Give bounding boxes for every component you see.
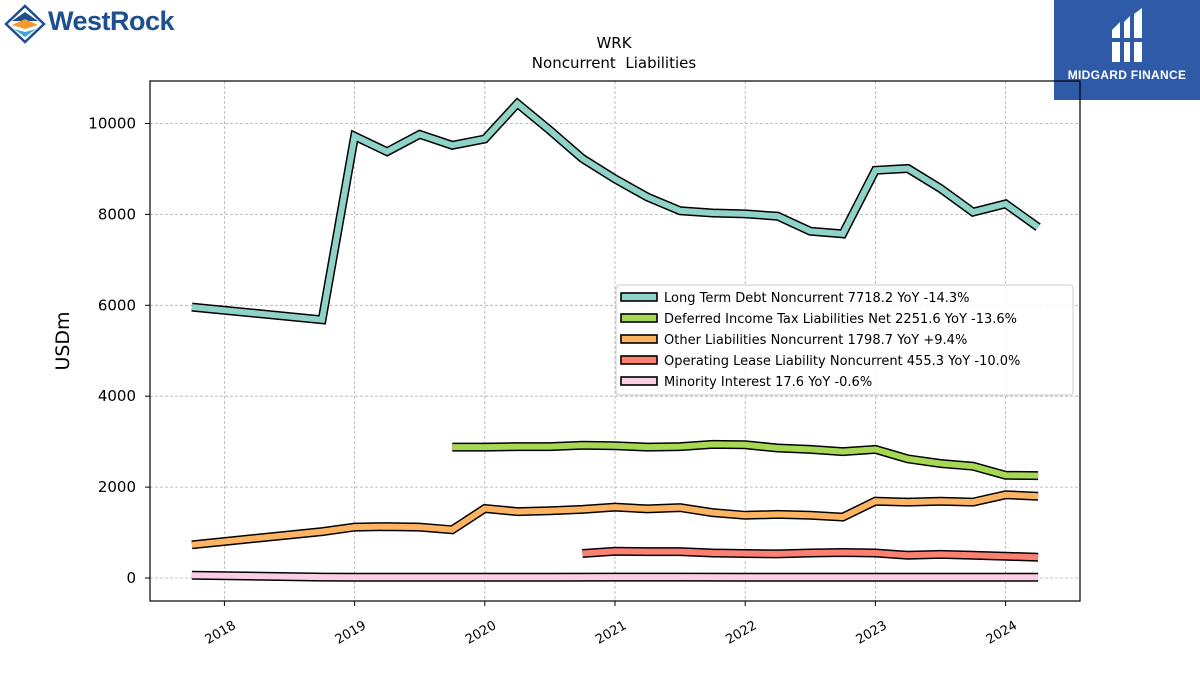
- legend-entry: Deferred Income Tax Liabilities Net 2251…: [664, 312, 1017, 327]
- chart-subtitle: Noncurrent Liabilities: [532, 54, 697, 72]
- series-line-4: [191, 572, 1039, 581]
- westrock-emblem-icon: [4, 4, 46, 44]
- legend-entry: Long Term Debt Noncurrent 7718.2 YoY -14…: [664, 291, 970, 306]
- legend: Long Term Debt Noncurrent 7718.2 YoY -14…: [615, 284, 1074, 396]
- legend-swatch: [620, 313, 658, 323]
- y-tick-label: 8000: [98, 205, 136, 223]
- legend-swatch: [620, 355, 658, 365]
- x-tick-label: 2019: [333, 618, 369, 648]
- series-lines: [191, 97, 1041, 582]
- y-tick-label: 2000: [98, 478, 136, 496]
- midgard-emblem-icon: [1110, 8, 1144, 62]
- midgard-wordmark: MIDGARD FINANCE: [1067, 68, 1187, 82]
- x-tick-label: 2022: [723, 618, 759, 648]
- x-tick-label: 2024: [984, 618, 1020, 648]
- x-tick-label: 2020: [463, 618, 499, 648]
- midgard-finance-logo: MIDGARD FINANCE: [1054, 0, 1200, 100]
- y-tick-label: 0: [126, 569, 136, 587]
- series-line-1: [452, 441, 1039, 479]
- y-axis-label: USDm: [52, 311, 74, 370]
- x-tick-label: 2018: [203, 618, 239, 648]
- series-line-2: [191, 491, 1039, 548]
- y-tick-label: 10000: [88, 115, 136, 133]
- legend-entry: Minority Interest 17.6 YoY -0.6%: [664, 375, 872, 390]
- legend-swatch: [620, 376, 658, 386]
- x-tick-label: 2023: [854, 618, 890, 648]
- chart-title: WRK: [596, 34, 632, 52]
- legend-swatch: [620, 292, 658, 302]
- x-tick-label: 2021: [593, 618, 629, 648]
- series-line-0: [191, 99, 1040, 324]
- legend-entry: Other Liabilities Noncurrent 1798.7 YoY …: [664, 333, 967, 348]
- series-line-3: [582, 548, 1039, 561]
- legend-swatch: [620, 334, 658, 344]
- legend-entry: Operating Lease Liability Noncurrent 455…: [664, 354, 1020, 369]
- westrock-wordmark: WestRock: [48, 6, 175, 36]
- westrock-logo: WestRock: [4, 4, 204, 44]
- y-tick-label: 4000: [98, 387, 136, 405]
- y-tick-label: 6000: [98, 296, 136, 314]
- legend-box: [615, 284, 1074, 396]
